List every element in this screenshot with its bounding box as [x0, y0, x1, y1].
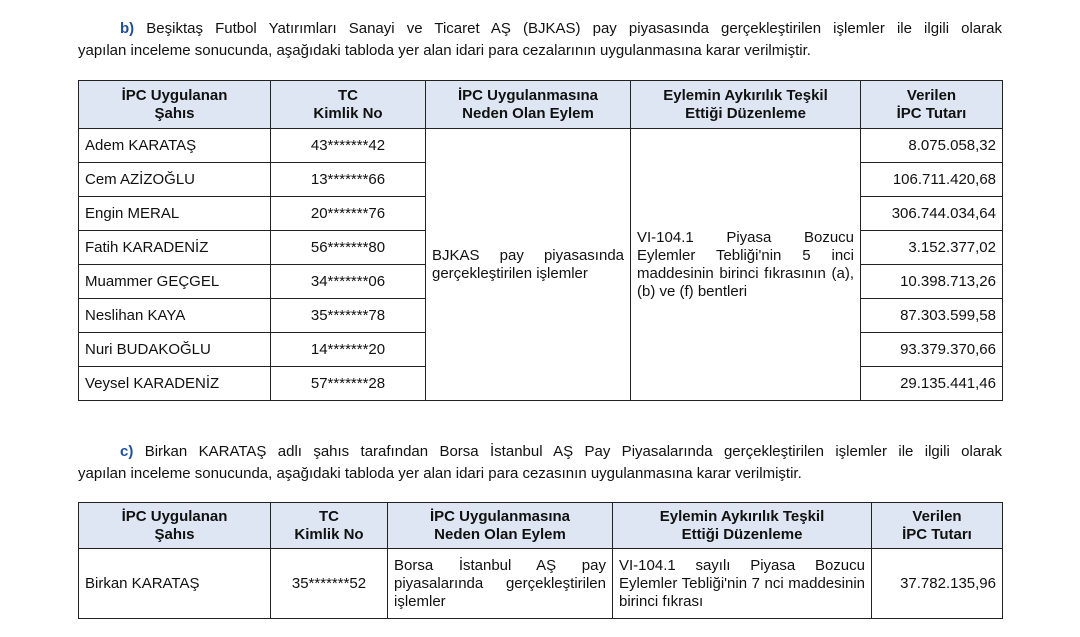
person-name: Birkan KARATAŞ	[78, 548, 271, 619]
column-header: İPC Uygulanan Şahıs	[78, 80, 271, 129]
column-header: Verilen İPC Tutarı	[860, 80, 1003, 129]
column-header-line: Kimlik No	[294, 525, 364, 543]
person-name: Veysel KARADENİZ	[78, 366, 271, 401]
penalty-table-c: İPC Uygulanan Şahıs TC Kimlik No İPC Uygulan…	[78, 502, 1003, 619]
tc-number: 13*******66	[270, 162, 426, 197]
column-header: İPC Uygulanmasına Neden Olan Eylem	[387, 502, 613, 549]
tc-number: 35*******78	[270, 298, 426, 333]
person-name: Fatih KARADENİZ	[78, 230, 271, 265]
penalty-amount: 8.075.058,32	[860, 128, 1003, 163]
column-header: İPC Uygulanan Şahıs	[78, 502, 271, 549]
column-header-line: Neden Olan Eylem	[434, 525, 566, 543]
tc-number: 57*******28	[270, 366, 426, 401]
column-header-line: Ettiği Düzenleme	[685, 104, 806, 122]
section-b-line1: Beşiktaş Futbol Yatırımları Sanayi ve Ti…	[146, 20, 1003, 37]
column-header-line: Eylemin Aykırılık Teşkil	[659, 507, 825, 525]
penalty-amount: 37.782.135,96	[871, 548, 1003, 619]
column-header: Eylemin Aykırılık Teşkil Ettiği Düzenleme	[630, 80, 861, 129]
column-header-line: Verilen	[912, 507, 962, 525]
table-row: Adem KARATAŞ 43*******42 BJKAS pay piyasas…	[78, 128, 1003, 401]
column-header-line: İPC Uygulanmasına	[457, 86, 599, 104]
penalty-table-b: İPC Uygulanan Şahıs TC Kimlik No İPC Uygulan…	[78, 80, 1003, 401]
table-row: Nuri BUDAKOĞLU 14*******20 93.379.370,66	[78, 332, 1003, 367]
person-name: Nuri BUDAKOĞLU	[78, 332, 271, 367]
column-header: TC Kimlik No	[270, 80, 426, 129]
action-cell: BJKAS pay piyasasında gerçekleştirilen i…	[425, 128, 631, 401]
penalty-amount: 87.303.599,58	[860, 298, 1003, 333]
penalty-amount: 3.152.377,02	[860, 230, 1003, 265]
column-header-line: Şahıs	[154, 525, 195, 543]
column-header-line: Ettiği Düzenleme	[681, 525, 803, 543]
penalty-amount: 306.744.034,64	[860, 196, 1003, 231]
column-header-line: Verilen	[906, 86, 957, 104]
table-row: Veysel KARADENİZ 57*******28 29.135.441,46	[78, 366, 1003, 401]
section-c-line1: Birkan KARATAŞ adlı şahıs tarafından Bor…	[144, 443, 1002, 460]
column-header-line: Neden Olan Eylem	[462, 104, 594, 122]
tc-number: 34*******06	[270, 264, 426, 299]
penalty-amount: 29.135.441,46	[860, 366, 1003, 401]
column-header: TC Kimlik No	[270, 502, 388, 549]
penalty-amount: 106.711.420,68	[860, 162, 1003, 197]
person-name: Adem KARATAŞ	[78, 128, 271, 163]
table-header-row: İPC Uygulanan Şahıs TC Kimlik No İPC Uygulan…	[78, 80, 1003, 129]
column-header: İPC Uygulanmasına Neden Olan Eylem	[425, 80, 631, 129]
table-row: Fatih KARADENİZ 56*******80 3.152.377,02	[78, 230, 1003, 265]
table-row: Neslihan KAYA 35*******78 87.303.599,58	[78, 298, 1003, 333]
column-header-line: TC	[319, 507, 339, 525]
table-header-row: İPC Uygulanan Şahıs TC Kimlik No İPC Uygulan…	[78, 502, 1003, 549]
section-c-line2: yapılan inceleme sonucunda, aşağıdaki ta…	[78, 465, 802, 482]
section-b-line2: yapılan inceleme sonucunda, aşağıdaki ta…	[78, 42, 811, 59]
table-row: Birkan KARATAŞ 35*******52 Borsa İstanbu…	[78, 548, 1003, 619]
penalty-amount: 93.379.370,66	[860, 332, 1003, 367]
column-header-line: İPC Uygulanmasına	[429, 507, 571, 525]
section-b-label: b)	[120, 20, 135, 37]
column-header-line: Şahıs	[154, 104, 195, 122]
person-name: Cem AZİZOĞLU	[78, 162, 271, 197]
column-header: Eylemin Aykırılık Teşkil Ettiği Düzenleme	[612, 502, 872, 549]
section-c-paragraph: c) Birkan KARATAŞ adlı şahıs tarafından …	[78, 441, 1002, 485]
table-row: Cem AZİZOĞLU 13*******66 106.711.420,68	[78, 162, 1003, 197]
section-c-label: c)	[120, 443, 134, 460]
person-name: Muammer GEÇGEL	[78, 264, 271, 299]
tc-number: 43*******42	[270, 128, 426, 163]
table-row: Muammer GEÇGEL 34*******06 10.398.713,26	[78, 264, 1003, 299]
column-header-line: İPC Uygulanan	[121, 86, 228, 104]
regulation-cell: VI-104.1 Piyasa Bozucu Eylemler Tebliği'…	[630, 128, 861, 401]
column-header-line: Eylemin Aykırılık Teşkil	[663, 86, 828, 104]
regulation-cell: VI-104.1 sayılı Piyasa Bozucu Eylemler T…	[612, 548, 872, 619]
tc-number: 56*******80	[270, 230, 426, 265]
column-header-line: TC	[338, 86, 358, 104]
column-header-line: İPC Uygulanan	[121, 507, 228, 525]
penalty-amount: 10.398.713,26	[860, 264, 1003, 299]
column-header: Verilen İPC Tutarı	[871, 502, 1003, 549]
action-cell: Borsa İstanbul AŞ pay piyasalarında gerç…	[387, 548, 613, 619]
tc-number: 35*******52	[270, 548, 388, 619]
column-header-line: İPC Tutarı	[896, 104, 967, 122]
column-header-line: Kimlik No	[313, 104, 383, 122]
person-name: Engin MERAL	[78, 196, 271, 231]
tc-number: 14*******20	[270, 332, 426, 367]
table-row: Engin MERAL 20*******76 306.744.034,64	[78, 196, 1003, 231]
person-name: Neslihan KAYA	[78, 298, 271, 333]
column-header-line: İPC Tutarı	[902, 525, 972, 543]
section-b-paragraph: b) Beşiktaş Futbol Yatırımları Sanayi ve…	[78, 18, 1002, 62]
tc-number: 20*******76	[270, 196, 426, 231]
